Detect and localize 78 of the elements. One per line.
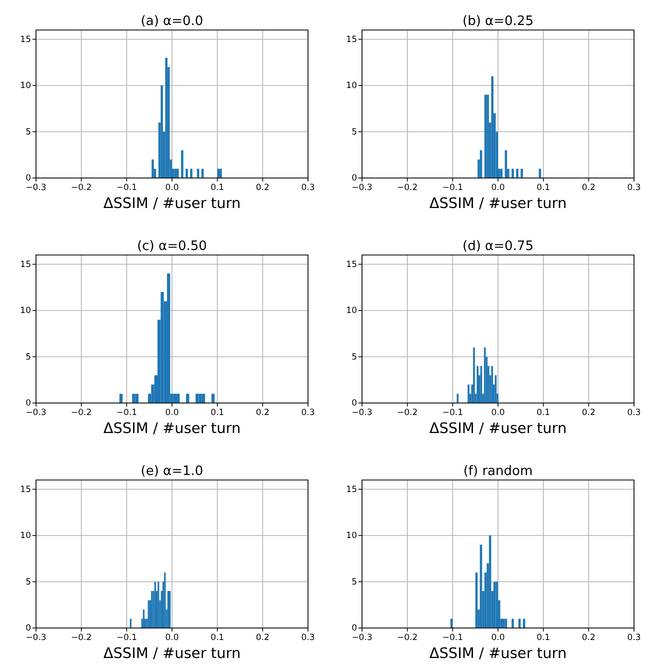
x-tick-label: −0.1 xyxy=(442,408,463,418)
chart-title: (c) α=0.50 xyxy=(137,239,207,254)
y-tick-label: 15 xyxy=(346,260,357,270)
x-tick-label: −0.2 xyxy=(397,408,418,418)
x-tick-label: 0.2 xyxy=(582,183,596,193)
x-tick-label: −0.3 xyxy=(26,633,46,643)
x-tick-label: −0.3 xyxy=(352,183,372,193)
y-tick-label: 10 xyxy=(346,81,357,92)
x-axis-title: ΔSSIM / #user turn xyxy=(429,646,567,662)
x-axis-title: ΔSSIM / #user turn xyxy=(429,421,567,437)
x-tick-label: 0.2 xyxy=(256,183,270,193)
x-tick-label: −0.2 xyxy=(71,183,92,193)
x-tick-label: 0.3 xyxy=(301,633,315,643)
y-tick-label: 5 xyxy=(352,577,357,588)
x-tick-label: −0.1 xyxy=(442,183,463,193)
y-tick-label: 15 xyxy=(20,260,31,270)
x-tick-label: 0.0 xyxy=(491,183,505,193)
y-tick-label: 10 xyxy=(20,531,31,542)
y-tick-label: 5 xyxy=(352,127,357,138)
x-tick-label: −0.3 xyxy=(352,408,372,418)
x-tick-label: 0.1 xyxy=(210,408,224,418)
y-tick-label: 5 xyxy=(26,577,31,588)
chart-title: (d) α=0.75 xyxy=(462,239,534,254)
y-tick-label: 0 xyxy=(26,398,31,409)
x-tick-label: −0.3 xyxy=(26,408,46,418)
x-tick-label: 0.1 xyxy=(536,633,550,643)
y-tick-label: 5 xyxy=(26,127,31,138)
y-tick-label: 15 xyxy=(20,484,31,495)
x-tick-label: −0.2 xyxy=(71,633,92,643)
x-tick-label: −0.3 xyxy=(26,183,46,193)
x-axis-title: ΔSSIM / #user turn xyxy=(103,421,241,437)
x-tick-label: 0.2 xyxy=(582,408,596,418)
x-tick-label: 0.0 xyxy=(165,633,179,643)
x-tick-label: −0.1 xyxy=(116,408,137,418)
y-tick-label: 5 xyxy=(26,352,31,362)
x-tick-label: −0.2 xyxy=(397,183,418,193)
y-tick-label: 10 xyxy=(346,531,357,542)
y-tick-label: 0 xyxy=(26,174,31,184)
x-tick-label: 0.3 xyxy=(301,408,315,418)
x-tick-label: 0.2 xyxy=(256,633,270,643)
x-tick-label: 0.2 xyxy=(256,408,270,418)
x-tick-label: −0.3 xyxy=(352,633,372,643)
y-tick-label: 15 xyxy=(20,34,31,45)
chart-title: (b) α=0.25 xyxy=(462,14,534,29)
x-tick-label: 0.2 xyxy=(582,633,596,643)
x-tick-label: −0.1 xyxy=(442,633,463,643)
y-tick-label: 10 xyxy=(20,81,31,92)
y-tick-label: 10 xyxy=(346,306,357,316)
x-tick-label: 0.0 xyxy=(165,408,179,418)
x-axis-title: ΔSSIM / #user turn xyxy=(103,646,241,662)
x-tick-label: 0.1 xyxy=(536,408,550,418)
x-tick-label: 0.0 xyxy=(491,633,505,643)
x-tick-label: 0.1 xyxy=(210,633,224,643)
x-tick-label: 0.3 xyxy=(301,183,315,193)
y-tick-label: 0 xyxy=(26,624,31,634)
y-tick-label: 15 xyxy=(346,484,357,495)
y-tick-label: 5 xyxy=(352,352,357,362)
chart-title: (a) α=0.0 xyxy=(140,14,204,29)
x-tick-label: −0.1 xyxy=(116,633,137,643)
y-tick-label: 10 xyxy=(20,306,31,316)
x-tick-label: −0.2 xyxy=(71,408,92,418)
x-tick-label: −0.1 xyxy=(116,183,137,193)
x-axis-title: ΔSSIM / #user turn xyxy=(429,196,567,212)
x-tick-label: 0.1 xyxy=(210,183,224,193)
x-tick-label: 0.3 xyxy=(627,408,641,418)
y-tick-label: 0 xyxy=(352,174,357,184)
x-tick-label: 0.3 xyxy=(627,183,641,193)
x-tick-label: 0.0 xyxy=(165,183,179,193)
x-tick-label: 0.1 xyxy=(536,183,550,193)
chart-title: (f) random xyxy=(463,464,533,479)
x-tick-label: 0.0 xyxy=(491,408,505,418)
chart-title: (e) α=1.0 xyxy=(140,464,204,479)
x-axis-title: ΔSSIM / #user turn xyxy=(103,196,241,212)
y-tick-label: 0 xyxy=(352,398,357,409)
y-tick-label: 0 xyxy=(352,624,357,634)
x-tick-label: 0.3 xyxy=(627,633,641,643)
x-tick-label: −0.2 xyxy=(397,633,418,643)
y-tick-label: 15 xyxy=(346,34,357,45)
